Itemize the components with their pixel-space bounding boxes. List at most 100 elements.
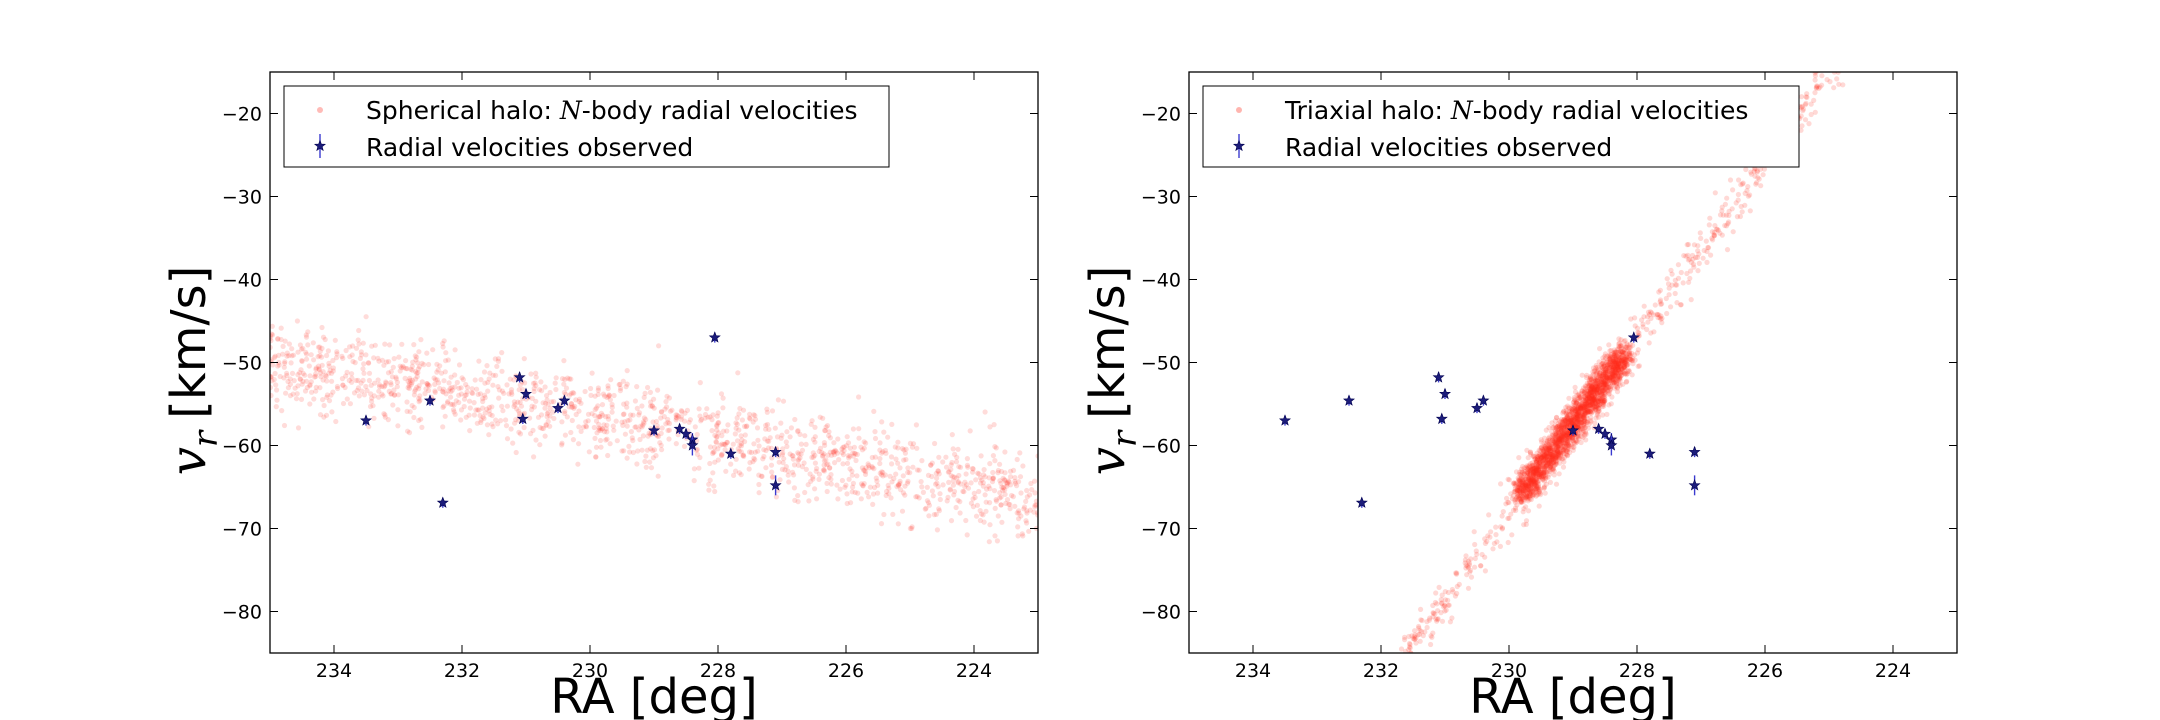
nbody-point [1595, 384, 1601, 390]
nbody-point [1564, 422, 1570, 428]
nbody-point [284, 353, 290, 359]
nbody-point [347, 401, 353, 407]
nbody-point [545, 409, 551, 415]
nbody-point [451, 409, 457, 415]
nbody-point [1035, 512, 1038, 518]
nbody-point [1607, 354, 1613, 360]
nbody-point [1010, 494, 1016, 500]
nbody-point [1584, 392, 1590, 398]
nbody-point [1545, 439, 1551, 445]
nbody-point [500, 408, 506, 414]
nbody-point [1599, 396, 1605, 402]
nbody-point [395, 407, 401, 413]
nbody-point [1560, 447, 1567, 453]
nbody-point [304, 384, 310, 391]
nbody-point [1555, 436, 1561, 443]
nbody-point [830, 449, 836, 455]
nbody-point [990, 453, 997, 459]
nbody-point [999, 519, 1005, 525]
nbody-point [763, 447, 769, 454]
nbody-point [643, 464, 649, 470]
nbody-point [1572, 407, 1578, 414]
nbody-point [910, 464, 916, 470]
nbody-point [1837, 65, 1842, 70]
nbody-point [1454, 590, 1460, 597]
nbody-point [1649, 310, 1655, 316]
nbody-point [486, 432, 492, 438]
nbody-point [650, 455, 657, 461]
nbody-point [1528, 485, 1534, 491]
nbody-point [1582, 401, 1589, 407]
nbody-point [1589, 392, 1595, 398]
nbody-point [1713, 226, 1720, 232]
nbody-point [1537, 492, 1544, 498]
nbody-point [1604, 359, 1610, 365]
nbody-point [1626, 350, 1633, 356]
nbody-point [1575, 405, 1582, 411]
nbody-point [653, 418, 660, 425]
nbody-point [1601, 387, 1608, 393]
nbody-point [632, 424, 638, 430]
nbody-point [605, 393, 612, 400]
nbody-point [901, 447, 907, 453]
nbody-point [1024, 487, 1030, 494]
nbody-point [895, 445, 901, 451]
nbody-point [827, 465, 833, 471]
nbody-point [434, 369, 440, 375]
nbody-point [900, 490, 907, 496]
nbody-point [1494, 539, 1500, 545]
nbody-point [943, 454, 949, 460]
nbody-point [485, 388, 491, 394]
nbody-point [489, 412, 495, 419]
nbody-point [1526, 472, 1533, 478]
nbody-point [568, 429, 574, 436]
nbody-point [1563, 418, 1569, 424]
nbody-point [1533, 461, 1539, 467]
nbody-point [573, 411, 579, 418]
nbody-point [977, 508, 983, 514]
nbody-point [1568, 417, 1574, 423]
nbody-point [1016, 516, 1022, 522]
nbody-point [795, 462, 802, 468]
nbody-point [1553, 461, 1559, 467]
nbody-point [1525, 488, 1531, 494]
nbody-point [1430, 614, 1436, 620]
nbody-point [975, 470, 981, 476]
nbody-point [310, 340, 316, 346]
nbody-point [1553, 454, 1559, 460]
nbody-point [1553, 441, 1559, 447]
nbody-point [1560, 440, 1566, 446]
nbody-point [317, 385, 323, 391]
nbody-point [1545, 450, 1551, 456]
nbody-point [570, 390, 576, 396]
nbody-point [1551, 424, 1557, 430]
nbody-point [1562, 454, 1568, 461]
nbody-point [925, 472, 932, 478]
nbody-point [535, 414, 542, 420]
nbody-point [1565, 453, 1571, 459]
nbody-point [1613, 383, 1619, 389]
nbody-point [1551, 439, 1557, 445]
nbody-point [820, 467, 827, 473]
nbody-point [1505, 499, 1511, 505]
nbody-point [1602, 380, 1608, 386]
nbody-point [1579, 372, 1585, 378]
nbody-point [932, 440, 938, 447]
nbody-point [1595, 391, 1601, 397]
nbody-point [1587, 390, 1593, 396]
nbody-point [1556, 445, 1562, 451]
nbody-point [1589, 400, 1595, 406]
nbody-point [1549, 455, 1555, 461]
nbody-point [1534, 483, 1540, 489]
nbody-point [1546, 440, 1552, 446]
nbody-point [1582, 393, 1588, 400]
nbody-point [1563, 447, 1569, 453]
nbody-point [1756, 176, 1762, 182]
nbody-point [817, 414, 823, 420]
nbody-point [658, 415, 664, 421]
nbody-point [1606, 356, 1612, 362]
nbody-point [704, 406, 710, 412]
nbody-point [1604, 375, 1610, 381]
nbody-point [712, 488, 718, 495]
nbody-point [279, 408, 285, 414]
